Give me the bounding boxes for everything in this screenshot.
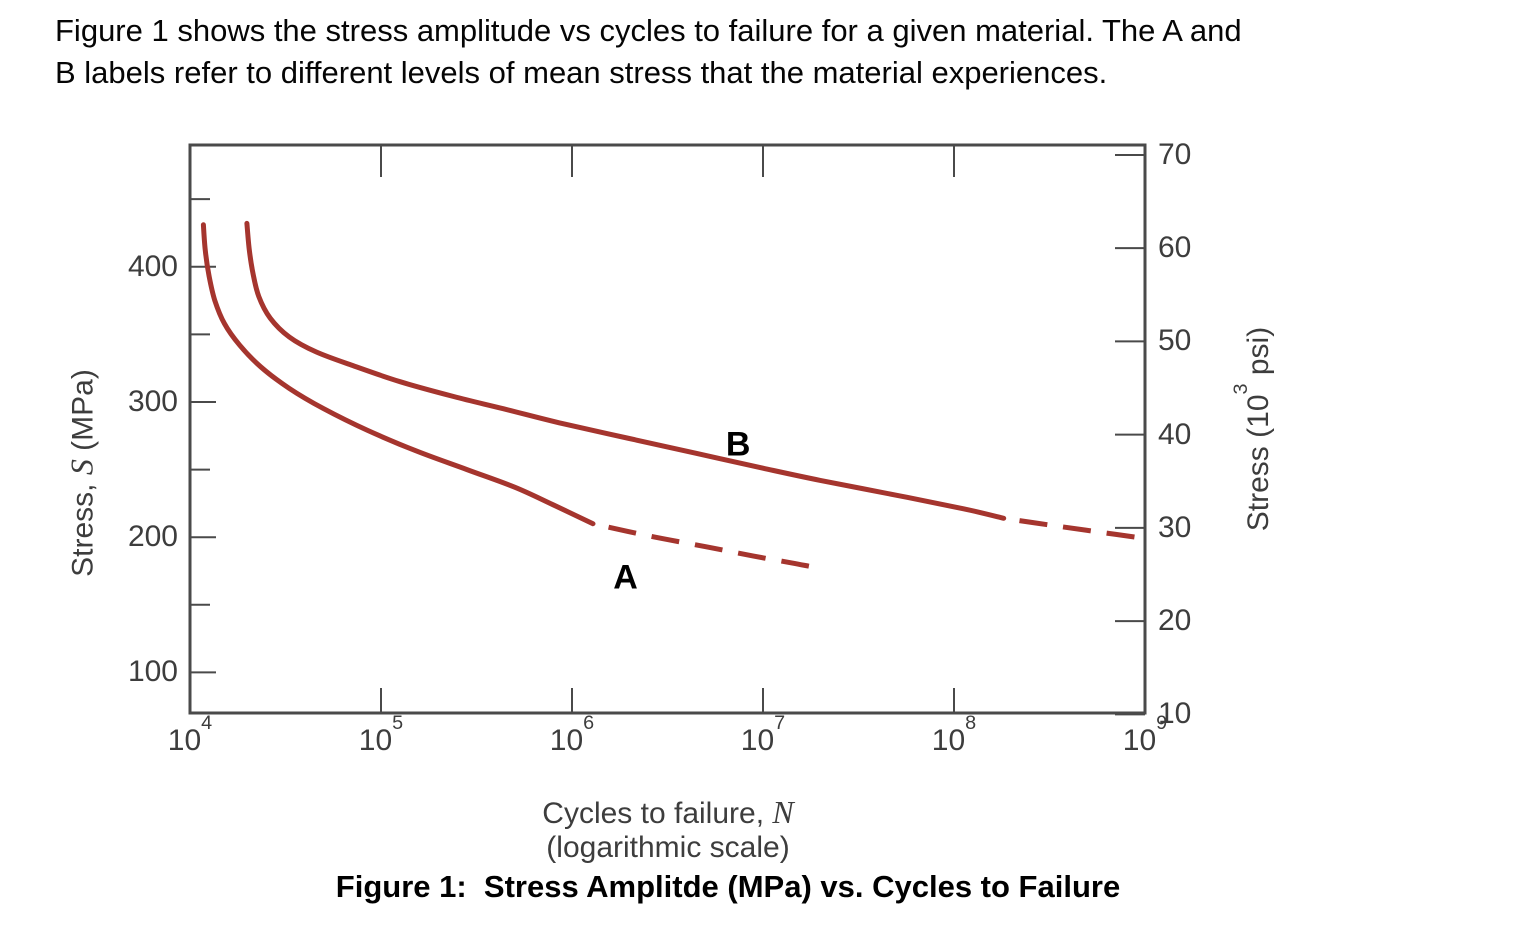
intro-text-line-2: B labels refer to different levels of me… bbox=[55, 55, 1108, 90]
x-tick-exponent: 5 bbox=[392, 712, 404, 735]
x-tick-exponent: 7 bbox=[774, 712, 786, 735]
intro-text-line-1: Figure 1 shows the stress amplitude vs c… bbox=[55, 13, 1242, 48]
x-tick-exponent: 4 bbox=[201, 712, 213, 735]
y-tick-label-right: 60 bbox=[1158, 231, 1192, 265]
curve-A-solid bbox=[200, 222, 596, 527]
curve-label-B: B bbox=[725, 425, 751, 464]
y-tick-label-right: 70 bbox=[1158, 137, 1192, 171]
x-axis-title: Cycles to failure, N bbox=[542, 794, 793, 831]
plot-frame bbox=[188, 143, 1147, 715]
y-axis-title-right-text: Stress (10 bbox=[1242, 394, 1275, 532]
y-tick-label-right: 30 bbox=[1158, 510, 1192, 544]
x-tick-label: 104 bbox=[167, 712, 213, 757]
curve-B-dashed bbox=[1003, 515, 1146, 541]
y-tick-label-left: 400 bbox=[127, 249, 178, 283]
y-axis-title-right-unit: psi) bbox=[1242, 326, 1275, 384]
x-tick-exponent: 6 bbox=[583, 712, 595, 735]
curve-label-A: A bbox=[613, 558, 638, 597]
y-tick-label-left: 300 bbox=[127, 384, 178, 418]
x-axis-subtitle: (logarithmic scale) bbox=[546, 831, 790, 864]
x-axis-symbol-N: N bbox=[772, 794, 794, 830]
x-tick-exponent: 8 bbox=[965, 712, 977, 735]
y-tick-label-right: 20 bbox=[1158, 604, 1192, 638]
x-tick-label: 107 bbox=[740, 712, 786, 757]
x-tick-label: 108 bbox=[931, 712, 977, 757]
y-tick-label-left: 100 bbox=[127, 655, 178, 689]
x-tick-exponent: 9 bbox=[1156, 712, 1168, 735]
figure-caption: Figure 1: Stress Amplitde (MPa) vs. Cycl… bbox=[335, 869, 1121, 904]
y-tick-label-left: 200 bbox=[127, 520, 178, 554]
y-tick-label-right: 50 bbox=[1158, 324, 1192, 358]
intro-text: Figure 1 shows the stress amplitude vs c… bbox=[55, 10, 1475, 94]
curve-A-dashed bbox=[592, 521, 814, 570]
y-tick-label-right: 40 bbox=[1158, 417, 1192, 451]
y-axis-title-right-exponent: 3 bbox=[1230, 383, 1253, 395]
curve-B-solid bbox=[244, 220, 1007, 521]
x-tick-label: 105 bbox=[358, 712, 404, 757]
x-tick-label: 106 bbox=[549, 712, 595, 757]
y-axis-title-right: Stress (103 psi) bbox=[1230, 326, 1276, 532]
x-tick-label: 109 bbox=[1122, 712, 1168, 757]
y-tick-label-right: 10 bbox=[1158, 697, 1192, 731]
x-axis-title-text: Cycles to failure, bbox=[542, 797, 773, 830]
y-axis-symbol-S: S bbox=[63, 459, 100, 476]
